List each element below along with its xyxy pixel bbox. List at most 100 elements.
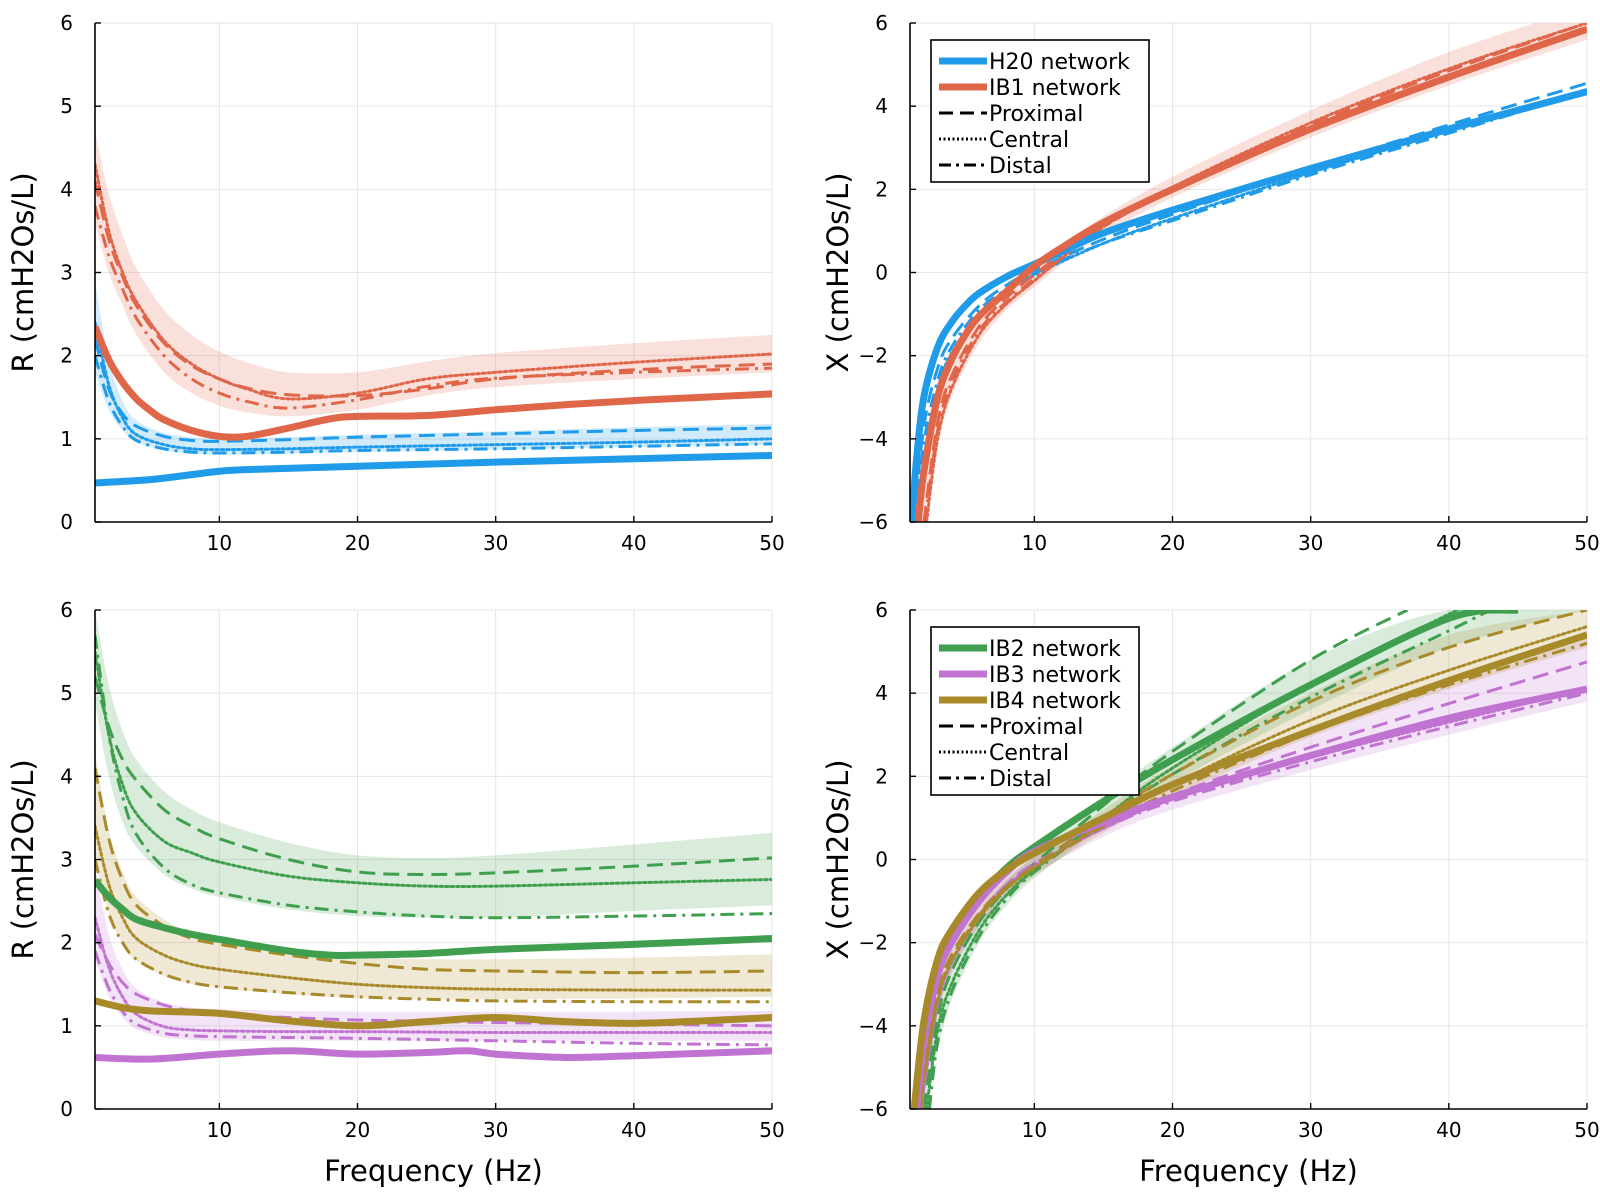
series-line-ib4-network bbox=[910, 631, 1587, 1109]
x-tick-label: 30 bbox=[1298, 531, 1323, 555]
series-line-h20-proximal bbox=[95, 338, 772, 443]
confidence-band bbox=[923, 610, 1587, 1109]
series-line-ib4-network bbox=[95, 997, 772, 1030]
series-line-h20-distal bbox=[95, 355, 772, 455]
y-tick-label: 0 bbox=[60, 510, 73, 534]
y-tick-label: 3 bbox=[60, 261, 73, 285]
x-tick-label: 20 bbox=[1160, 531, 1185, 555]
y-tick-label: 6 bbox=[60, 11, 73, 35]
series-line-h20-network bbox=[95, 451, 772, 487]
y-tick-label: 5 bbox=[60, 94, 73, 118]
series-line-ib3-network bbox=[95, 1047, 772, 1063]
y-tick-label: 4 bbox=[60, 764, 73, 788]
y-tick-label: 1 bbox=[60, 1014, 73, 1038]
legend-label: IB1 network bbox=[989, 76, 1121, 101]
panel-bottom-left: 10 20 30 40 50 0 1 2 3 4 5 6 R (cmH2Os/L) Frequency (… bbox=[6, 598, 785, 1188]
legend-label: IB2 network bbox=[989, 637, 1121, 662]
x-tick-label: 20 bbox=[1160, 1118, 1185, 1142]
x-tick-label: 30 bbox=[1298, 1118, 1323, 1142]
y-tick-label: 0 bbox=[875, 261, 888, 285]
x-axis-label: Frequency (Hz) bbox=[1139, 1154, 1358, 1188]
y-tick-label: 6 bbox=[875, 598, 888, 622]
series-line-ib1-distal bbox=[95, 205, 772, 410]
y-tick-label: 4 bbox=[875, 94, 888, 118]
x-tick-label: 50 bbox=[1574, 1118, 1599, 1142]
series-line-h20-distal bbox=[914, 90, 1587, 522]
y-tick-label: −2 bbox=[859, 931, 888, 955]
y-tick-label: 3 bbox=[60, 848, 73, 872]
series-line-ib2-proximal bbox=[95, 676, 772, 876]
x-tick-label: 30 bbox=[483, 531, 508, 555]
series-line-ib1-network bbox=[914, 25, 1587, 522]
x-tick-label: 10 bbox=[1022, 531, 1047, 555]
legend-box bbox=[930, 626, 1140, 796]
y-axis-label: R (cmH2Os/L) bbox=[6, 172, 40, 372]
y-tick-label: 6 bbox=[60, 598, 73, 622]
legend-label: Distal bbox=[989, 767, 1052, 792]
series-line-ib3-distal bbox=[95, 950, 772, 1047]
panel-bottom-right: 10 20 30 40 50 −6 −4 −2 0 2 4 6 X (cmH2Os/L) Frequenc… bbox=[821, 598, 1600, 1188]
plot-area bbox=[95, 131, 772, 487]
plot-area bbox=[910, 23, 1587, 522]
confidence-band bbox=[921, 639, 1587, 1109]
series-line-ib3-central bbox=[95, 916, 772, 1035]
x-tick-label: 30 bbox=[483, 1118, 508, 1142]
series-line-ib4-central bbox=[95, 824, 772, 992]
series-line-h20-central bbox=[95, 320, 772, 452]
legend-label: IB4 network bbox=[989, 689, 1121, 714]
x-tick-label: 40 bbox=[1436, 1118, 1461, 1142]
y-tick-label: 2 bbox=[60, 931, 73, 955]
x-tick-label: 10 bbox=[207, 531, 232, 555]
y-tick-label: 6 bbox=[875, 11, 888, 35]
series-line-ib4-distal bbox=[95, 859, 772, 1004]
panel-top-right: 10 20 30 40 50 −6 −4 −2 0 2 4 6 X (cmH2Os/L) H20 netw… bbox=[821, 11, 1600, 555]
x-tick-label: 40 bbox=[621, 1118, 646, 1142]
series-line-ib2-central bbox=[95, 650, 772, 889]
y-tick-label: −6 bbox=[859, 1097, 888, 1121]
y-axis-label: R (cmH2Os/L) bbox=[6, 759, 40, 959]
series-line-ib1-central bbox=[95, 162, 772, 401]
series-line-ib1-network bbox=[95, 325, 772, 441]
legend-label: Proximal bbox=[989, 715, 1083, 740]
confidence-band bbox=[95, 610, 772, 919]
y-tick-label: 4 bbox=[875, 681, 888, 705]
legend-label: IB3 network bbox=[989, 663, 1121, 688]
x-tick-label: 10 bbox=[207, 1118, 232, 1142]
y-tick-label: 2 bbox=[875, 177, 888, 201]
x-tick-label: 50 bbox=[759, 1118, 784, 1142]
y-tick-label: −2 bbox=[859, 344, 888, 368]
y-tick-label: 5 bbox=[60, 681, 73, 705]
plot-area bbox=[95, 610, 772, 1063]
legend-label: Distal bbox=[989, 154, 1052, 179]
x-tick-label: 20 bbox=[345, 531, 370, 555]
series-line-ib1-central bbox=[925, 23, 1587, 522]
series-line-ib4-proximal bbox=[918, 610, 1587, 1109]
y-tick-label: 0 bbox=[875, 848, 888, 872]
y-axis-label: X (cmH2Os/L) bbox=[821, 759, 855, 959]
legend-label: Central bbox=[989, 128, 1069, 153]
y-tick-label: −4 bbox=[859, 427, 888, 451]
legend-label: Central bbox=[989, 741, 1069, 766]
x-tick-label: 20 bbox=[345, 1118, 370, 1142]
x-tick-label: 40 bbox=[1436, 531, 1461, 555]
x-tick-label: 50 bbox=[759, 531, 784, 555]
y-tick-label: 1 bbox=[60, 427, 73, 451]
y-tick-label: 2 bbox=[875, 764, 888, 788]
y-axis-label: X (cmH2Os/L) bbox=[821, 172, 855, 372]
legend-label: Proximal bbox=[989, 102, 1083, 127]
confidence-band bbox=[95, 751, 772, 1000]
series-line-ib2-network bbox=[95, 878, 772, 960]
x-tick-label: 50 bbox=[1574, 531, 1599, 555]
series-line-h20-network bbox=[910, 88, 1587, 522]
legend-label: H20 network bbox=[989, 50, 1130, 75]
y-tick-label: −6 bbox=[859, 510, 888, 534]
y-tick-label: 4 bbox=[60, 177, 73, 201]
confidence-band bbox=[95, 131, 772, 417]
x-tick-label: 40 bbox=[621, 531, 646, 555]
y-tick-label: 0 bbox=[60, 1097, 73, 1121]
y-tick-label: −4 bbox=[859, 1014, 888, 1038]
x-tick-label: 10 bbox=[1022, 1118, 1047, 1142]
